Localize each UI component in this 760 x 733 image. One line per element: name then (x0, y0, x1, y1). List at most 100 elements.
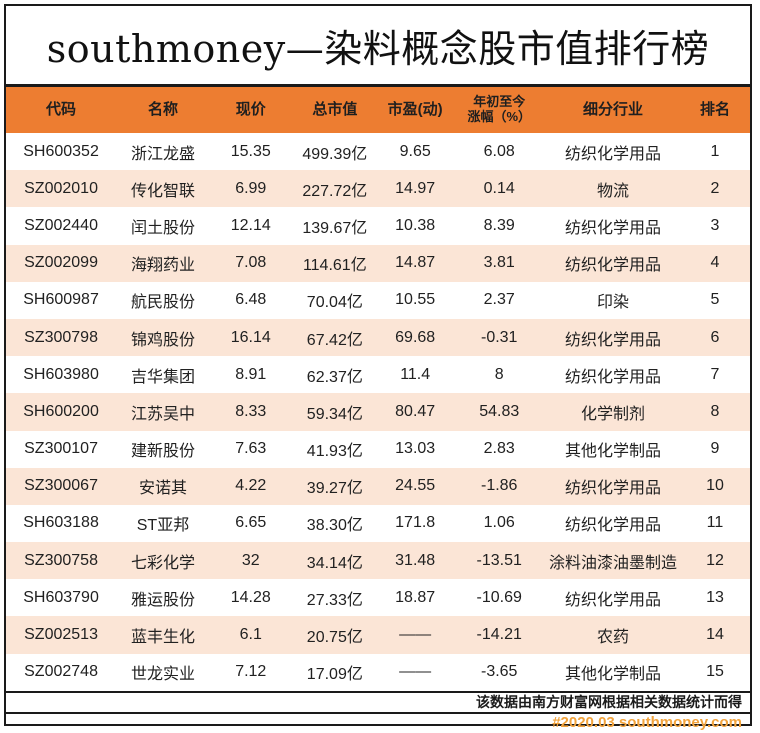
cell-stock-name: ST亚邦 (136, 517, 190, 535)
cell-stock-code: SH603980 (23, 365, 99, 383)
table-row: SZ002010 传化智联 6.99 227.72亿 14.97 0.14 物流… (6, 170, 750, 208)
table-frame: southmoney—染料概念股市值排行榜 代码 名称 现价 总市值 市盈(动)… (4, 4, 752, 731)
cell-rank: 12 (706, 551, 724, 569)
cell-pe-ratio: 14.97 (395, 179, 436, 197)
cell-rank: 2 (710, 179, 720, 197)
cell-current-price: 6.99 (235, 179, 267, 197)
cell-stock-code: SZ300067 (24, 477, 98, 495)
cell-market-cap: 20.75亿 (306, 629, 363, 647)
cell-stock-name: 雅运股份 (130, 591, 195, 609)
cell-market-cap: 27.33亿 (306, 591, 363, 609)
cell-ytd-change: 1.06 (483, 514, 515, 532)
cell-market-cap: 499.39亿 (302, 145, 368, 163)
cell-rank: 9 (710, 440, 720, 458)
table-row: SH600352 浙江龙盛 15.35 499.39亿 9.65 6.08 纺织… (6, 133, 750, 171)
cell-rank: 1 (710, 142, 720, 160)
cell-stock-code: SZ002010 (24, 179, 98, 197)
cell-current-price: 16.14 (230, 328, 271, 346)
column-header-price: 现价 (235, 101, 266, 119)
cell-ytd-change: -3.65 (480, 663, 518, 681)
cell-stock-name: 锦鸡股份 (130, 331, 195, 349)
column-header-name: 名称 (147, 101, 178, 119)
cell-pe-ratio: 171.8 (395, 514, 436, 532)
cell-rank: 5 (710, 291, 720, 309)
cell-stock-name: 闰土股份 (130, 219, 195, 237)
cell-industry: 涂料油漆油墨制造 (549, 554, 678, 572)
cell-pe-ratio: 31.48 (395, 551, 436, 569)
cell-current-price: 7.08 (235, 254, 267, 272)
cell-industry: 物流 (597, 182, 630, 200)
cell-pe-ratio: 80.47 (395, 402, 436, 420)
table-row: SH603790 雅运股份 14.28 27.33亿 18.87 -10.69 … (6, 579, 750, 617)
cell-market-cap: 62.37亿 (306, 368, 363, 386)
cell-ytd-change: -14.21 (476, 626, 522, 644)
cell-stock-name: 安诺其 (138, 480, 187, 498)
table-row: SZ002440 闰土股份 12.14 139.67亿 10.38 8.39 纺… (6, 207, 750, 245)
cell-stock-code: SH600987 (23, 291, 99, 309)
cell-stock-name: 建新股份 (130, 443, 195, 461)
cell-stock-code: SZ300798 (24, 328, 98, 346)
cell-stock-code: SH600352 (23, 142, 99, 160)
cell-stock-name: 海翔药业 (130, 257, 195, 275)
cell-rank: 15 (706, 663, 724, 681)
cell-pe-ratio: —— (399, 663, 432, 681)
table-row: SH603188 ST亚邦 6.65 38.30亿 171.8 1.06 纺织化… (6, 504, 750, 543)
column-header-market-cap: 总市值 (312, 101, 358, 119)
table-row: SZ300107 建新股份 7.63 41.93亿 13.03 2.83 其他化… (6, 430, 750, 468)
cell-stock-code: SZ002748 (24, 663, 98, 681)
cell-current-price: 7.63 (235, 440, 267, 458)
cell-ytd-change: 3.81 (483, 254, 515, 272)
cell-stock-name: 吉华集团 (130, 368, 195, 386)
table-row: SH603980 吉华集团 8.91 62.37亿 11.4 8 纺织化学用品 … (6, 356, 750, 394)
data-source-note: 该数据由南方财富网根据相关数据统计而得 (6, 690, 750, 714)
cell-pe-ratio: 13.03 (395, 440, 436, 458)
cell-industry: 化学制剂 (581, 405, 646, 423)
cell-current-price: 6.48 (235, 291, 267, 309)
cell-ytd-change: 8.39 (483, 216, 515, 234)
table-row: SH600987 航民股份 6.48 70.04亿 10.55 2.37 印染 … (6, 281, 750, 319)
cell-current-price: 4.22 (235, 477, 267, 495)
cell-market-cap: 34.14亿 (306, 554, 363, 572)
cell-stock-name: 七彩化学 (130, 554, 195, 572)
cell-pe-ratio: 69.68 (395, 328, 436, 346)
cell-ytd-change: -10.69 (476, 588, 522, 606)
cell-stock-code: SZ300758 (24, 551, 98, 569)
cell-industry: 其他化学制品 (565, 666, 662, 684)
column-header-pe: 市盈(动) (387, 101, 443, 119)
cell-pe-ratio: 18.87 (395, 588, 436, 606)
cell-stock-code: SZ002440 (24, 216, 98, 234)
table-row: SH600200 江苏吴中 8.33 59.34亿 80.47 54.83 化学… (6, 393, 750, 431)
table-body: SH600352 浙江龙盛 15.35 499.39亿 9.65 6.08 纺织… (6, 133, 750, 691)
cell-pe-ratio: 24.55 (395, 477, 436, 495)
cell-stock-code: SZ002513 (24, 626, 98, 644)
table-row: SZ002099 海翔药业 7.08 114.61亿 14.87 3.81 纺织… (6, 244, 750, 282)
cell-ytd-change: -13.51 (476, 551, 522, 569)
cell-market-cap: 41.93亿 (306, 443, 363, 461)
cell-industry: 纺织化学用品 (565, 257, 662, 275)
cell-stock-name: 江苏吴中 (130, 405, 195, 423)
column-header-code: 代码 (46, 101, 77, 119)
cell-rank: 13 (706, 588, 724, 606)
cell-stock-name: 浙江龙盛 (130, 145, 195, 163)
column-header-ytd-change-label: 年初至今涨幅（%） (467, 94, 531, 124)
table-row: SZ002748 世龙实业 7.12 17.09亿 —— -3.65 其他化学制… (6, 653, 750, 691)
cell-pe-ratio: 10.55 (395, 291, 436, 309)
cell-current-price: 15.35 (230, 142, 271, 160)
cell-current-price: 6.1 (239, 626, 262, 644)
cell-stock-code: SH600200 (23, 402, 99, 420)
cell-industry: 纺织化学用品 (565, 145, 662, 163)
cell-pe-ratio: 9.65 (399, 142, 431, 160)
cell-ytd-change: 54.83 (479, 402, 520, 420)
cell-industry: 纺织化学用品 (565, 591, 662, 609)
cell-current-price: 8.91 (235, 365, 267, 383)
cell-industry: 其他化学制品 (565, 443, 662, 461)
table-row: SZ300798 锦鸡股份 16.14 67.42亿 69.68 -0.31 纺… (6, 318, 750, 357)
cell-stock-code: SH603790 (23, 588, 99, 606)
cell-stock-code: SZ002099 (24, 254, 98, 272)
cell-stock-name: 蓝丰生化 (130, 629, 195, 647)
cell-ytd-change: 8 (494, 365, 504, 383)
cell-current-price: 6.65 (235, 514, 267, 532)
column-header-ytd-change: 年初至今涨幅（%） (452, 94, 546, 125)
table-row: SZ300758 七彩化学 32 34.14亿 31.48 -13.51 涂料油… (6, 542, 750, 580)
cell-market-cap: 139.67亿 (302, 219, 368, 237)
